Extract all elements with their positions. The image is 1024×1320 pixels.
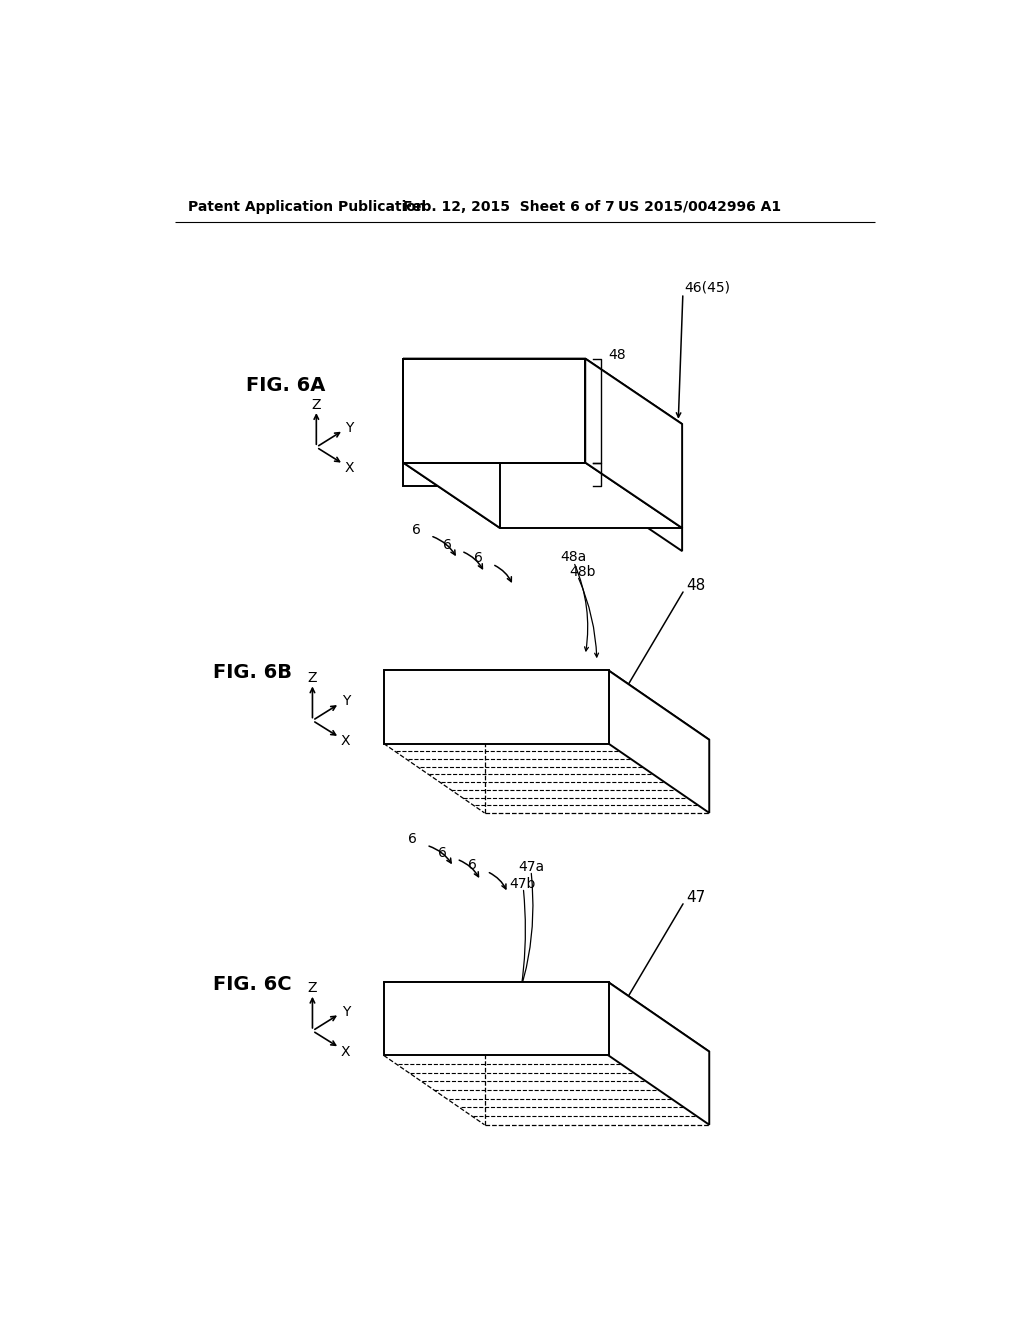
- Text: Y: Y: [342, 1005, 350, 1019]
- Text: 48: 48: [608, 347, 626, 362]
- Text: 6: 6: [442, 539, 452, 552]
- Polygon shape: [384, 671, 710, 739]
- Text: FIG. 6C: FIG. 6C: [213, 975, 292, 994]
- Text: 48b: 48b: [569, 565, 596, 579]
- Text: 48: 48: [686, 578, 706, 593]
- Polygon shape: [403, 462, 586, 486]
- Polygon shape: [586, 359, 682, 528]
- Text: Y: Y: [342, 694, 350, 709]
- Text: 6: 6: [438, 846, 447, 859]
- Text: Z: Z: [307, 982, 317, 995]
- Text: Z: Z: [311, 397, 322, 412]
- Text: X: X: [345, 461, 354, 475]
- Text: X: X: [341, 734, 350, 748]
- Text: Feb. 12, 2015  Sheet 6 of 7: Feb. 12, 2015 Sheet 6 of 7: [403, 199, 614, 214]
- Text: Z: Z: [307, 671, 317, 685]
- Text: Patent Application Publication: Patent Application Publication: [188, 199, 426, 214]
- Polygon shape: [403, 359, 586, 462]
- Polygon shape: [608, 982, 710, 1125]
- Text: 47b: 47b: [509, 876, 536, 891]
- Text: US 2015/0042996 A1: US 2015/0042996 A1: [617, 199, 781, 214]
- Polygon shape: [384, 671, 608, 743]
- Text: 47: 47: [686, 890, 706, 906]
- Text: X: X: [341, 1044, 350, 1059]
- Text: Y: Y: [345, 421, 354, 434]
- Text: FIG. 6A: FIG. 6A: [246, 376, 326, 395]
- Polygon shape: [403, 359, 682, 424]
- Text: 48a: 48a: [560, 550, 587, 564]
- Polygon shape: [403, 359, 500, 528]
- Polygon shape: [608, 671, 710, 813]
- Text: 6: 6: [474, 550, 482, 565]
- Polygon shape: [586, 462, 682, 552]
- Text: 47: 47: [608, 463, 626, 478]
- Polygon shape: [403, 462, 682, 528]
- Polygon shape: [384, 982, 608, 1056]
- Text: 6: 6: [468, 858, 477, 873]
- Text: 46(45): 46(45): [684, 281, 730, 294]
- Text: 6: 6: [412, 523, 421, 536]
- Text: FIG. 6B: FIG. 6B: [213, 663, 292, 682]
- Text: 6: 6: [408, 832, 417, 846]
- Text: 47a: 47a: [518, 859, 544, 874]
- Polygon shape: [384, 982, 710, 1052]
